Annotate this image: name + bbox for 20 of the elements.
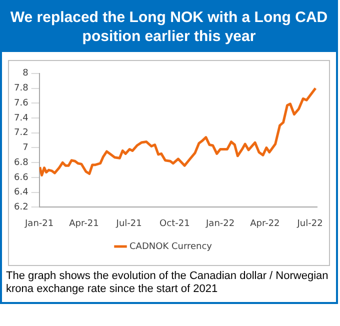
y-tick-label: 6.8: [14, 158, 29, 168]
y-tick-label: 7.2: [14, 128, 28, 138]
y-tick-label: 7.8: [14, 84, 29, 94]
text: The graph shows the evolution of the Canadian dollar / Norwegian krona exchange rate since the start of 2021: [5, 270, 330, 297]
y-tick-label: 8: [22, 68, 29, 79]
x-tick-label: Apr-21: [69, 218, 99, 229]
x-tick-label: Jan-22: [205, 218, 235, 229]
x-tick-label: Jan-21: [24, 218, 54, 229]
y-tick-label: 6.4: [14, 188, 29, 198]
y-tick-label: 6.2: [14, 202, 28, 213]
y-tick-label: 6.6: [14, 172, 29, 183]
y-tick-label: 7.4: [14, 113, 29, 124]
y-tick-label: 7: [22, 143, 28, 154]
x-tick-label: Oct-21: [160, 218, 190, 229]
x-tick-label: Apr-22: [250, 218, 280, 229]
chart-title: We replaced the Long NOK with a Long CAD position earlier this year: [2, 2, 336, 52]
x-tick-label: Jul-21: [115, 218, 142, 229]
legend-label: CADNOK Currency: [130, 242, 213, 252]
y-tick-label: 7.6: [14, 98, 29, 108]
x-tick-label: Jul-22: [296, 218, 323, 229]
